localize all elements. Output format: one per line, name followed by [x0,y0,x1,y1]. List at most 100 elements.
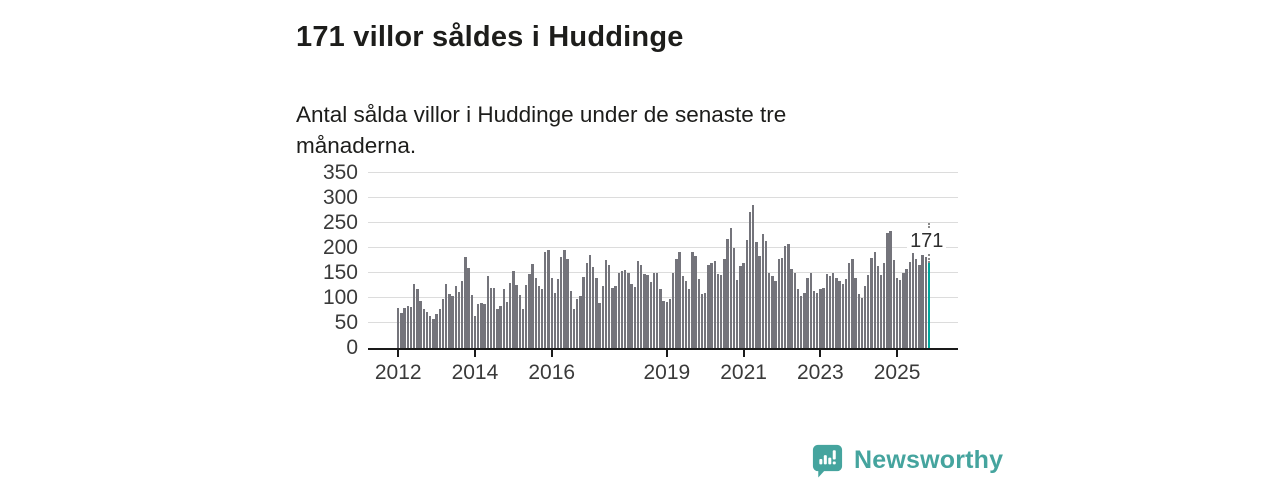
bar [544,251,547,348]
bar [464,256,467,348]
bar [748,211,752,348]
bar [422,309,425,348]
bar [918,265,921,348]
x-axis-tick [819,350,822,357]
bar [799,295,803,348]
bar [716,274,720,348]
bar [780,257,784,348]
bar [854,277,857,348]
bar [476,304,480,348]
y-axis-tick-label: 300 [322,186,358,209]
bar [585,262,589,348]
bar [515,285,518,348]
bar [505,301,509,348]
bar [851,259,854,348]
bar [796,289,800,348]
bar [480,303,483,348]
bar [435,314,438,348]
bar [611,287,614,348]
bar [915,259,918,348]
bar [812,290,816,348]
bar [441,299,445,348]
bar [726,238,729,348]
bar [582,276,585,348]
bar [694,255,697,348]
bar [496,309,499,348]
bar [899,280,902,348]
bar [601,285,605,348]
bar [592,266,595,348]
bar [729,227,732,348]
newsworthy-logo[interactable]: Newsworthy [810,442,1003,478]
highlighted-bar [927,262,931,348]
page-title: 171 villor såldes i Huddinge [296,21,684,54]
bar [809,272,812,348]
plot-area: 0 50 100 150 200 250 300 350 2012 2014 2016 2019 202… [323,162,958,384]
bar [924,256,928,348]
y-axis-tick-label: 50 [334,311,358,334]
x-axis-tick [742,350,745,357]
bar [675,259,678,348]
bar [531,264,534,348]
y-axis-tick-label: 0 [346,336,358,359]
gridline [368,297,958,298]
bar [556,279,560,348]
bar [432,318,435,348]
bar [908,261,912,348]
gridline [368,222,958,223]
bar [486,275,489,348]
bar [803,292,806,348]
bar [521,309,525,348]
bar [771,275,774,348]
bar [566,259,569,348]
bar [409,306,413,348]
bar [397,308,400,348]
bar [838,280,841,348]
bar [598,302,601,348]
bar [438,309,441,348]
bar [547,250,550,348]
bar [870,257,873,348]
bar [588,255,592,348]
bar [604,260,608,348]
bar [825,274,828,348]
bar [524,285,528,348]
bar [863,285,867,348]
bar [707,265,710,348]
bar [412,283,416,348]
bar [416,289,419,348]
bar [742,263,745,348]
bar [700,294,704,348]
bar [895,277,899,348]
bar [879,275,883,348]
bar [905,268,908,348]
bar [460,280,464,348]
bar [483,304,486,348]
bar [534,277,537,348]
bar [790,269,793,348]
gridline [368,172,958,173]
y-axis-tick-label: 100 [322,286,358,309]
x-axis-tick-label: 2016 [528,361,576,384]
gridline [368,197,958,198]
bar-chart-speech-bubble-icon [810,442,845,478]
bar [518,295,521,348]
bar [444,283,448,348]
bar [681,275,684,348]
bar [617,272,621,348]
bar [630,284,633,348]
bar [656,272,659,348]
bar [569,290,573,348]
bar [886,232,889,348]
bar [844,279,848,348]
bar [553,292,557,348]
x-axis-tick [473,350,476,357]
bar [688,289,691,348]
bar [876,265,880,348]
bar [911,251,915,348]
bar [512,270,515,348]
bar [684,280,688,348]
bar [454,285,457,348]
bar [643,274,646,348]
